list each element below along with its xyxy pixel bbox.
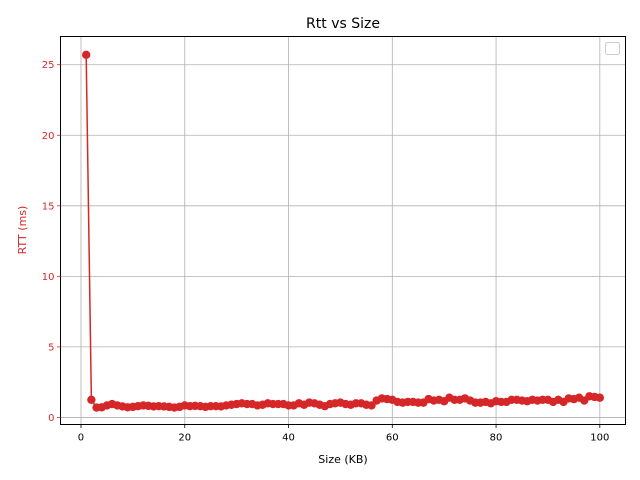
x-tick-label: 20: [178, 433, 191, 444]
data-point: [87, 395, 96, 405]
x-axis-label: Size (KB): [318, 453, 367, 466]
data-point: [595, 393, 605, 402]
y-tick-label: 20: [42, 131, 55, 142]
ticks: 0 20 40 60 80 100 0 5 10 15 20 25: [42, 60, 610, 443]
x-tick-label: 100: [590, 433, 609, 444]
y-tick-label: 5: [48, 342, 54, 353]
x-tick-label: 60: [386, 433, 399, 444]
y-tick-label: 25: [42, 60, 55, 71]
x-tick-label: 40: [282, 433, 295, 444]
y-axis-label: RTT (ms): [16, 206, 29, 255]
y-tick-label: 0: [48, 413, 54, 424]
chart-title: Rtt vs Size: [306, 16, 380, 32]
x-tick-label: 80: [490, 433, 503, 444]
y-tick-label: 15: [42, 201, 55, 212]
series-layer: [81, 50, 605, 412]
plot-frame: [60, 36, 626, 425]
grid: [60, 36, 626, 425]
data-point: [81, 50, 91, 60]
y-tick-label: 10: [42, 272, 55, 283]
legend-box: [605, 42, 620, 55]
x-tick-label: 0: [78, 433, 84, 444]
